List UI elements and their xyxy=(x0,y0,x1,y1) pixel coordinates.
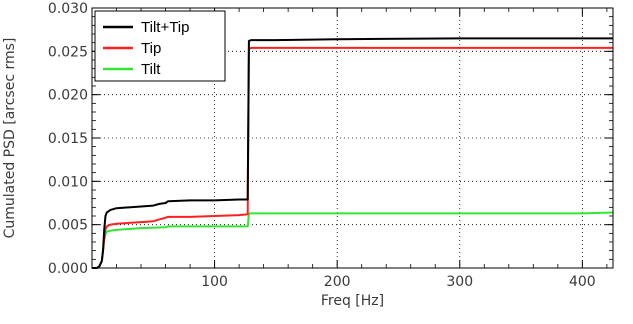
x-tick-label: 200 xyxy=(324,274,351,290)
y-tick-label: 0.030 xyxy=(48,1,88,17)
y-tick-label: 0.020 xyxy=(48,88,88,104)
series-layer xyxy=(92,37,614,269)
legend-label: Tip xyxy=(141,40,161,57)
y-tick-label: 0.015 xyxy=(48,131,88,147)
series-line-tilt xyxy=(92,211,614,269)
y-axis-label: Cumulated PSD [arcsec rms] xyxy=(2,38,18,239)
legend-label: Tilt xyxy=(141,61,161,78)
tick-layer: 0.000 0.005 0.010 0.015 0.020 0.025 0.030 100 20… xyxy=(48,1,613,290)
series-line-tilt-tip xyxy=(92,37,613,269)
x-tick-label: 400 xyxy=(569,274,596,290)
x-axis-label: Freq [Hz] xyxy=(321,293,384,309)
grid-layer xyxy=(92,8,613,268)
x-tick-label: 100 xyxy=(201,274,228,290)
y-tick-label: 0.025 xyxy=(48,44,88,60)
y-tick-label: 0.005 xyxy=(48,218,88,234)
y-tick-label: 0.010 xyxy=(48,174,88,190)
legend: Tilt+Tip Tip Tilt xyxy=(94,10,226,82)
legend-label: Tilt+Tip xyxy=(141,19,189,36)
x-tick-label: 300 xyxy=(446,274,473,290)
y-tick-label: 0.000 xyxy=(48,261,88,277)
